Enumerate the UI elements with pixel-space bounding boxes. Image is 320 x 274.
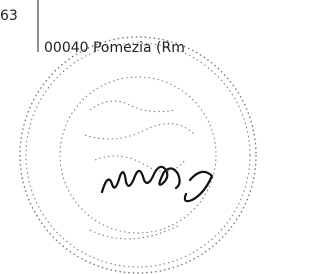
scan: 63 00040 Pomezia (Rm bbox=[0, 0, 276, 274]
line-number: 63 bbox=[0, 8, 18, 24]
address-line: 00040 Pomezia (Rm bbox=[44, 40, 185, 56]
page: 63 00040 Pomezia (Rm (() => { const data… bbox=[0, 0, 276, 274]
